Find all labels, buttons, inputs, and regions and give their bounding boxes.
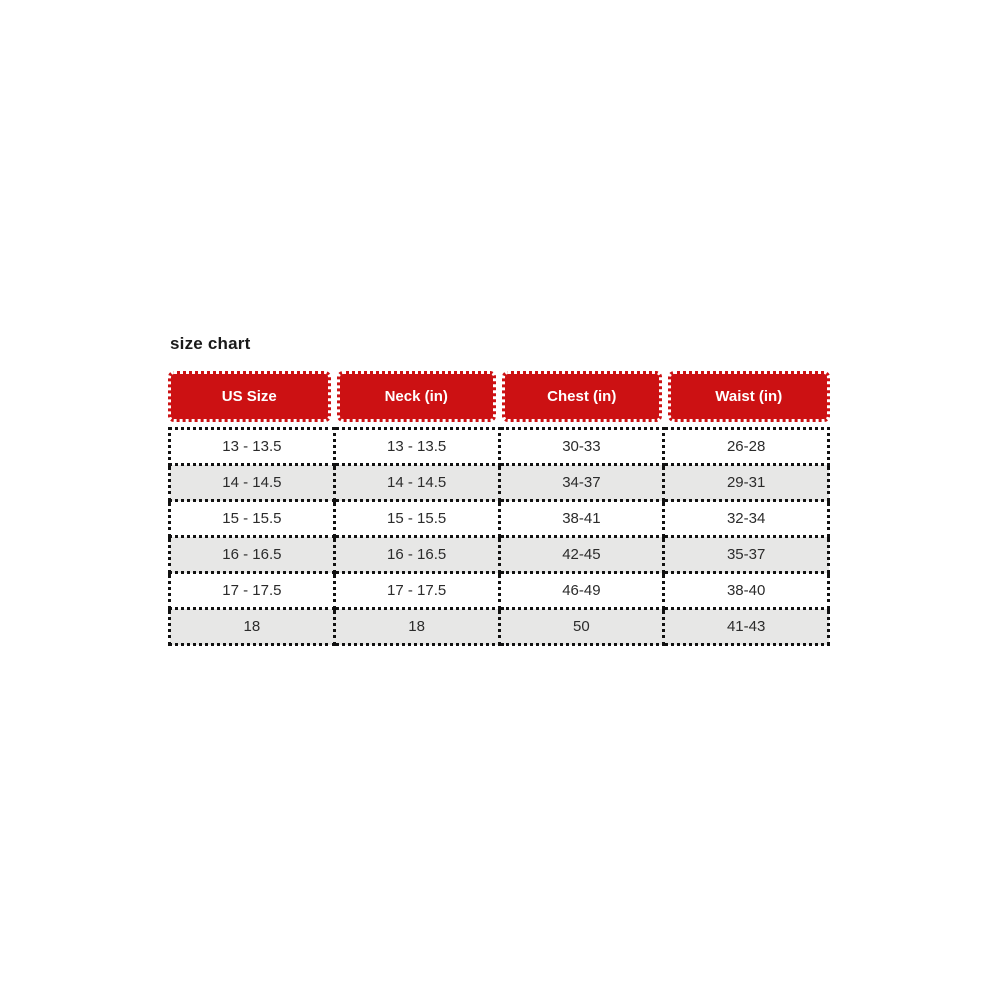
table-cell: 32-34	[662, 499, 830, 538]
header-cell-slot: Waist (in)	[665, 371, 830, 422]
table-cell: 41-43	[662, 607, 830, 646]
header-cell-slot: Neck (in)	[334, 371, 500, 422]
table-cell: 29-31	[662, 463, 830, 502]
table-cell: 50	[497, 607, 666, 646]
table-cell: 42-45	[497, 535, 666, 574]
table-cell: 16 - 16.5	[168, 535, 336, 574]
header-cell-chest: Chest (in)	[502, 371, 662, 422]
table-cell: 18	[332, 607, 501, 646]
table-cell: 15 - 15.5	[168, 499, 336, 538]
table-cell: 17 - 17.5	[332, 571, 501, 610]
table-cell: 16 - 16.5	[332, 535, 501, 574]
table-cell: 38-41	[497, 499, 666, 538]
table-cell: 15 - 15.5	[332, 499, 501, 538]
table-row: 13 - 13.5 13 - 13.5 30-33 26-28	[168, 427, 830, 466]
table-cell: 38-40	[662, 571, 830, 610]
size-chart-title: size chart	[170, 334, 251, 353]
table-row: 18 18 50 41-43	[168, 607, 830, 646]
size-table: 13 - 13.5 13 - 13.5 30-33 26-28 14 - 14.…	[168, 427, 830, 646]
table-header-row: US Size Neck (in) Chest (in) Waist (in)	[168, 371, 830, 422]
table-cell: 35-37	[662, 535, 830, 574]
header-cell-us-size: US Size	[168, 371, 331, 422]
table-cell: 26-28	[662, 427, 830, 466]
header-cell-neck: Neck (in)	[336, 371, 496, 422]
table-cell: 14 - 14.5	[168, 463, 336, 502]
table-cell: 46-49	[497, 571, 666, 610]
size-table-body: 13 - 13.5 13 - 13.5 30-33 26-28 14 - 14.…	[168, 427, 830, 646]
table-cell: 30-33	[497, 427, 666, 466]
table-row: 15 - 15.5 15 - 15.5 38-41 32-34	[168, 499, 830, 538]
header-cell-slot: US Size	[168, 371, 334, 422]
header-cell-waist: Waist (in)	[667, 371, 830, 422]
table-row: 16 - 16.5 16 - 16.5 42-45 35-37	[168, 535, 830, 574]
table-row: 17 - 17.5 17 - 17.5 46-49 38-40	[168, 571, 830, 610]
table-cell: 17 - 17.5	[168, 571, 336, 610]
table-cell: 34-37	[497, 463, 666, 502]
table-cell: 18	[168, 607, 336, 646]
table-cell: 13 - 13.5	[168, 427, 336, 466]
table-cell: 14 - 14.5	[332, 463, 501, 502]
size-chart: size chart US Size Neck (in) Chest (in) …	[168, 334, 830, 646]
table-row: 14 - 14.5 14 - 14.5 34-37 29-31	[168, 463, 830, 502]
table-cell: 13 - 13.5	[332, 427, 501, 466]
header-cell-slot: Chest (in)	[499, 371, 665, 422]
